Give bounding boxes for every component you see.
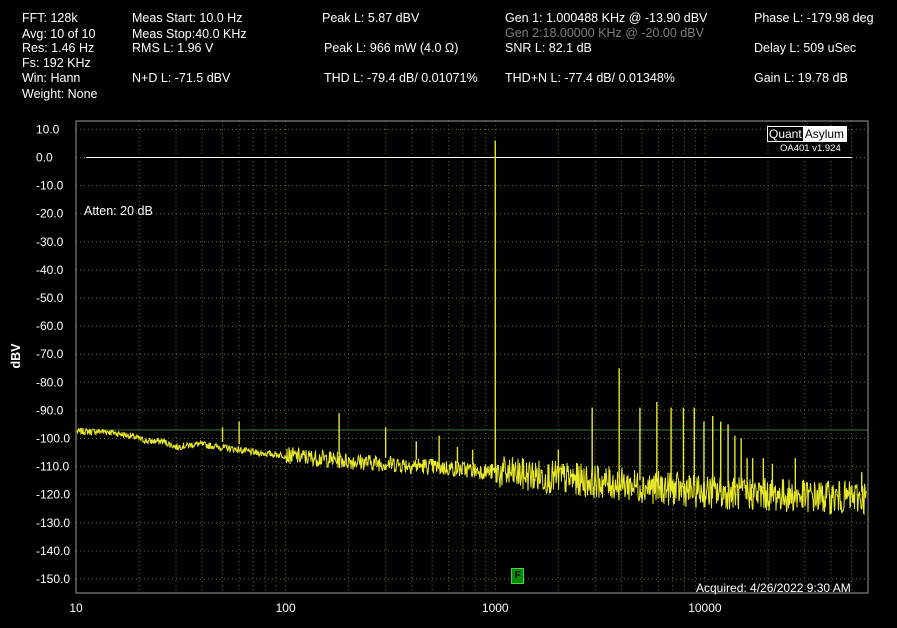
version-label: OA401 v1.924 [780,143,841,154]
thd: THD L: -79.4 dB/ 0.01071% [324,71,478,85]
spectrum-trace [76,140,867,516]
generator-2: Gen 2:18.00000 KHz @ -20.00 dBV [505,26,704,40]
y-tick-label: -140.0 [36,544,70,558]
generator-1: Gen 1: 1.000488 KHz @ -13.90 dBV [505,11,708,25]
y-tick-label: -90.0 [36,403,64,417]
plot-frame [75,120,869,594]
x-tick-labels: 10 100 1000 10000 [69,601,722,615]
y-tick-label: -30.0 [36,235,64,249]
noise-floor-trace [76,427,867,516]
resolution: Res: 1.46 Hz [22,41,95,55]
y-tick-label: -80.0 [36,375,64,389]
window: Win: Hann [22,71,81,85]
x-tick-label: 10000 [688,601,722,615]
logo-word-2: Asylum [802,127,847,141]
meas-stop: Meas Stop:40.0 KHz [132,27,247,41]
noise-distortion: N+D L: -71.5 dBV [132,71,231,85]
y-tick-label: -40.0 [36,263,64,277]
fft-size: FFT: 128k [22,11,78,25]
delay: Delay L: 509 uSec [754,41,857,55]
peak-power: Peak L: 966 mW (4.0 Ω) [324,41,459,55]
y-tick-label: -10.0 [36,179,64,193]
weighting: Weight: None [22,87,98,101]
gain: Gain L: 19.78 dB [754,71,848,85]
y-tick-label: -20.0 [36,207,64,221]
sample-rate: Fs: 192 KHz [22,56,91,70]
x-tick-label: 1000 [482,601,509,615]
y-tick-label: -150.0 [36,572,70,586]
reference-lines [76,157,868,431]
x-tick-label: 10 [69,601,83,615]
peak-dbv: Peak L: 5.87 dBV [322,11,420,25]
y-tick-labels: 10.0 0.0 -10.0 -20.0 -30.0 -40.0 -50.0 -60.0 -70… [36,122,70,586]
y-tick-label: 0.0 [36,151,53,165]
brand-logo: Quant Asylum [767,126,848,142]
y-tick-label: -50.0 [36,291,64,305]
y-tick-label: -60.0 [36,319,64,333]
y-tick-label: -70.0 [36,347,64,361]
phase: Phase L: -179.98 deg [754,11,874,25]
y-tick-label: -120.0 [36,488,70,502]
rms-level: RMS L: 1.96 V [132,41,214,55]
acquired-timestamp: Acquired: 4/26/2022 9:30 AM [696,581,851,595]
averaging: Avg: 10 of 10 [22,27,96,41]
snr: SNR L: 82.1 dB [505,41,592,55]
y-tick-label: -100.0 [36,431,70,445]
thd-plus-noise: THD+N L: -77.4 dB/ 0.01348% [505,71,675,85]
y-tick-label: -130.0 [36,516,70,530]
meas-start: Meas Start: 10.0 Hz [132,11,243,25]
fundamental-marker[interactable]: F [511,568,524,584]
x-tick-label: 100 [276,601,296,615]
y-tick-label: 10.0 [36,122,60,136]
y-axis-label: dBV [9,343,23,369]
grid [75,121,869,593]
y-tick-label: -110.0 [36,460,69,474]
logo-word-1: Quant [768,127,803,141]
attenuation-label: Atten: 20 dB [84,204,153,218]
